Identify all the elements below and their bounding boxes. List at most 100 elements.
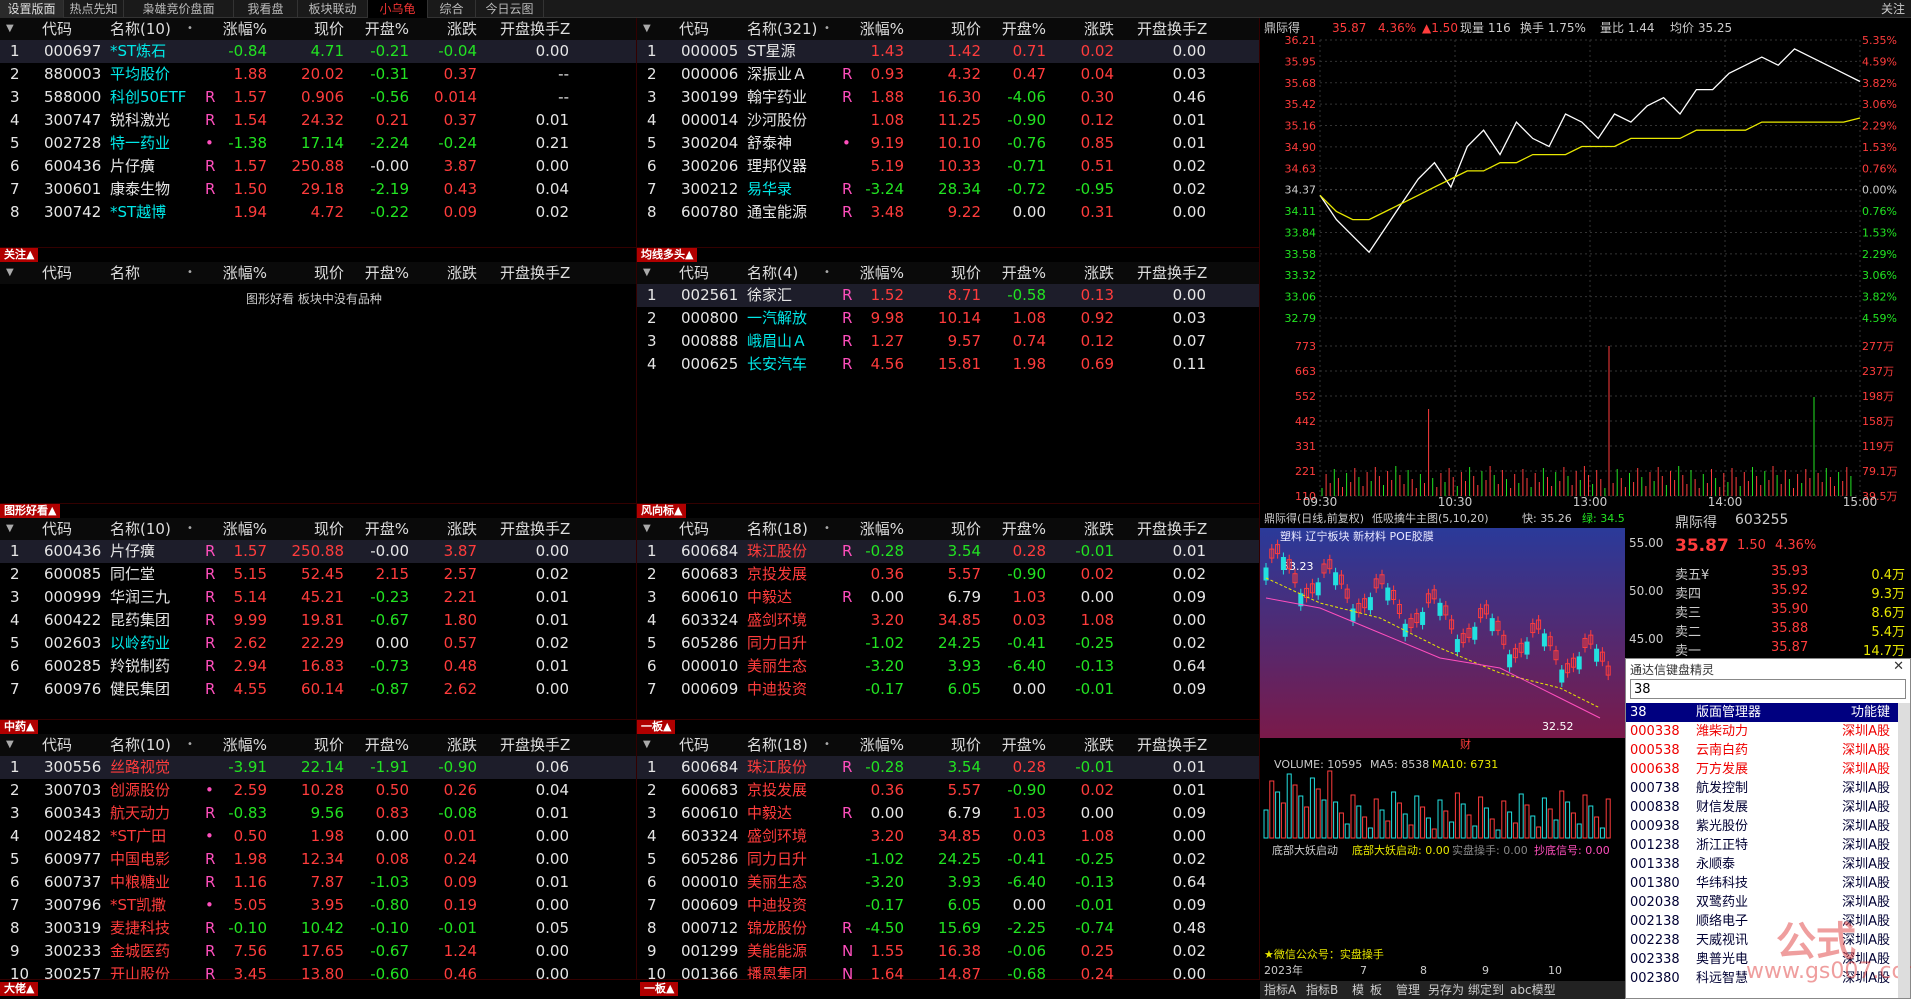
header-1[interactable]: 名称(321) xyxy=(747,20,818,38)
panel-tag[interactable]: 风向标▲ xyxy=(637,504,687,518)
header-0[interactable]: 代码 xyxy=(42,736,73,754)
table-row[interactable]: 6 000010 美丽生态 -3.20 3.93 -6.40 -0.13 0.64 xyxy=(637,655,1259,678)
header-2[interactable]: 涨幅% xyxy=(222,20,267,38)
table-row[interactable]: 3 000999 华润三九 R 5.14 45.21 -0.23 2.21 0.01 xyxy=(0,586,636,609)
wizard-item[interactable]: 002038 双鹭药业 深圳A股 xyxy=(1626,893,1910,912)
table-row[interactable]: 6 600737 中粮糖业 R 1.16 7.87 -1.03 0.09 0.01 xyxy=(0,871,636,894)
table-row[interactable]: 4 603324 盛剑环境 3.20 34.85 0.03 1.08 0.00 xyxy=(637,825,1259,848)
table-row[interactable]: 6 000010 美丽生态 -3.20 3.93 -6.40 -0.13 0.64 xyxy=(637,871,1259,894)
stock-list-panel-p1[interactable]: ▼ 代码 名称(10) 涨幅% 现价 开盘% 涨跌 开盘换手Z • 1 000697 *ST炼石 -0.… xyxy=(0,18,637,248)
table-row[interactable]: 3 000888 峨眉山Ａ R 1.27 9.57 0.74 0.12 0.07 xyxy=(637,330,1259,353)
header-6[interactable]: 开盘换手Z xyxy=(500,520,571,538)
sort-icon[interactable]: ▼ xyxy=(643,23,651,34)
table-row[interactable]: 7 300796 *ST凯撒 • 5.05 3.95 -0.80 0.19 0.00 xyxy=(0,894,636,917)
header-5[interactable]: 涨跌 xyxy=(1083,20,1114,38)
stock-list-panel-p6[interactable]: 风向标▲ ▼ 代码 名称(18) 涨幅% 现价 开盘% 涨跌 开盘换手Z • 1 600684 珠江股份… xyxy=(637,504,1260,720)
stock-list-panel-p2[interactable]: ▼ 代码 名称(321) 涨幅% 现价 开盘% 涨跌 开盘换手Z • 1 000005 ST星源 1.4… xyxy=(637,18,1260,248)
header-5[interactable]: 涨跌 xyxy=(1083,264,1114,282)
column-header[interactable]: ▼ 代码 名称 涨幅% 现价 开盘% 涨跌 开盘换手Z • xyxy=(0,262,636,284)
table-row[interactable]: 8 300319 麦捷科技 R -0.10 10.42 -0.10 -0.01 0.05 xyxy=(0,917,636,940)
header-0[interactable]: 代码 xyxy=(679,20,710,38)
table-row[interactable]: 3 588000 科创50ETF R 1.57 0.906 -0.56 0.014 -- xyxy=(0,86,636,109)
table-row[interactable]: 2 600085 同仁堂 R 5.15 52.45 2.15 2.57 0.02 xyxy=(0,563,636,586)
header-6[interactable]: 开盘换手Z xyxy=(1137,520,1208,538)
tab-5[interactable]: 小乌龟 xyxy=(368,0,428,18)
header-6[interactable]: 开盘换手Z xyxy=(1137,20,1208,38)
table-row[interactable]: 5 605286 同力日升 -1.02 24.25 -0.41 -0.25 0.02 xyxy=(637,632,1259,655)
header-3[interactable]: 现价 xyxy=(950,264,981,282)
header-0[interactable]: 代码 xyxy=(42,20,73,38)
bottom-btn-2[interactable]: 模 xyxy=(1352,983,1365,997)
tab-3[interactable]: 我看盘 xyxy=(234,0,298,18)
bottom-btn-7[interactable]: abc模型 xyxy=(1510,983,1556,997)
header-2[interactable]: 涨幅% xyxy=(222,264,267,282)
tab-7[interactable]: 今日云图 xyxy=(476,0,544,18)
sort-icon[interactable]: ▼ xyxy=(6,523,14,534)
table-row[interactable]: 6 600285 羚锐制药 R 2.94 16.83 -0.73 0.48 0.01 xyxy=(0,655,636,678)
table-row[interactable]: 5 002603 以岭药业 R 2.62 22.29 0.00 0.57 0.02 xyxy=(0,632,636,655)
bottom-btn-0[interactable]: 指标A xyxy=(1264,983,1297,997)
header-0[interactable]: 代码 xyxy=(42,264,73,282)
header-1[interactable]: 名称(10) xyxy=(110,736,171,754)
header-3[interactable]: 现价 xyxy=(313,264,344,282)
header-5[interactable]: 涨跌 xyxy=(446,520,477,538)
table-row[interactable]: 4 000625 长安汽车 R 4.56 15.81 1.98 0.69 0.11 xyxy=(637,353,1259,376)
table-row[interactable]: 10 001366 播恩集团 N 1.64 14.87 -0.68 0.24 0.00 xyxy=(637,963,1259,979)
sort-icon[interactable]: ▼ xyxy=(643,523,651,534)
table-row[interactable]: 5 300204 舒泰神 • 9.19 10.10 -0.76 0.85 0.01 xyxy=(637,132,1259,155)
header-2[interactable]: 涨幅% xyxy=(859,264,904,282)
header-1[interactable]: 名称(10) xyxy=(110,20,171,38)
intraday-chart[interactable]: 36.21 5.35% 35.95 4.59% 35.68 3.82% 35.42 3.06%… xyxy=(1260,18,1911,508)
column-header[interactable]: ▼ 代码 名称(10) 涨幅% 现价 开盘% 涨跌 开盘换手Z • xyxy=(0,518,636,540)
panel-tag[interactable]: 图形好看▲ xyxy=(0,504,61,518)
table-row[interactable]: 1 000005 ST星源 1.43 1.42 0.71 0.02 0.00 xyxy=(637,40,1259,63)
table-row[interactable]: 4 002482 *ST广田 • 0.50 1.98 0.00 0.01 0.00 xyxy=(0,825,636,848)
header-3[interactable]: 现价 xyxy=(313,736,344,754)
table-row[interactable]: 7 000609 中迪投资 -0.17 6.05 0.00 -0.01 0.09 xyxy=(637,894,1259,917)
sort-icon[interactable]: ▼ xyxy=(6,23,14,34)
table-row[interactable]: 1 300556 丝路视觉 -3.91 22.14 -1.91 -0.90 0.06 xyxy=(0,756,636,779)
header-1[interactable]: 名称(18) xyxy=(747,520,808,538)
table-row[interactable]: 8 300742 *ST越博 1.94 4.72 -0.22 0.09 0.02 xyxy=(0,201,636,224)
scrollbar[interactable] xyxy=(1898,703,1910,998)
wizard-item[interactable]: 001238 浙江正特 深圳A股 xyxy=(1626,836,1910,855)
table-row[interactable]: 1 600684 珠江股份 R -0.28 3.54 0.28 -0.01 0.01 xyxy=(637,540,1259,563)
panel-tag[interactable]: 中药▲ xyxy=(0,720,39,734)
sort-icon[interactable]: ▼ xyxy=(643,739,651,750)
table-row[interactable]: 8 600780 通宝能源 R 3.48 9.22 0.00 0.31 0.00 xyxy=(637,201,1259,224)
table-row[interactable]: 1 002561 徐家汇 R 1.52 8.71 -0.58 0.13 0.00 xyxy=(637,284,1259,307)
header-4[interactable]: 开盘% xyxy=(1001,20,1046,38)
table-row[interactable]: 5 002728 特一药业 • -1.38 17.14 -2.24 -0.24 0.21 xyxy=(0,132,636,155)
table-row[interactable]: 7 000609 中迪投资 -0.17 6.05 0.00 -0.01 0.09 xyxy=(637,678,1259,701)
bottom-btn-5[interactable]: 另存为 xyxy=(1428,983,1465,997)
table-row[interactable]: 7 300212 易华录 R -3.24 28.34 -0.72 -0.95 0.02 xyxy=(637,178,1259,201)
bottom-tag-right[interactable]: 一板▲ xyxy=(640,982,679,996)
bottom-tag-left[interactable]: 大佬▲ xyxy=(0,982,39,996)
header-3[interactable]: 现价 xyxy=(950,520,981,538)
header-6[interactable]: 开盘换手Z xyxy=(1137,264,1208,282)
wizard-input[interactable] xyxy=(1630,679,1906,699)
stock-list-panel-p7[interactable]: 中药▲ ▼ 代码 名称(10) 涨幅% 现价 开盘% 涨跌 开盘换手Z • 1 300556 丝路视觉 -… xyxy=(0,720,637,980)
bottom-btn-1[interactable]: 指标B xyxy=(1306,983,1339,997)
header-4[interactable]: 开盘% xyxy=(364,20,409,38)
kline-chart[interactable]: 鼎际得(日线,前复权) 低吸擒牛主图(5,10,20) 快: 35.26 绿: 34.… xyxy=(1260,508,1625,999)
header-6[interactable]: 开盘换手Z xyxy=(1137,736,1208,754)
table-row[interactable]: 2 300703 创源股份 • 2.59 10.28 0.50 0.26 0.04 xyxy=(0,779,636,802)
header-0[interactable]: 代码 xyxy=(679,520,710,538)
header-5[interactable]: 涨跌 xyxy=(1083,520,1114,538)
header-1[interactable]: 名称(4) xyxy=(747,264,799,282)
table-row[interactable]: 4 000014 沙河股份 1.08 11.25 -0.90 0.12 0.01 xyxy=(637,109,1259,132)
table-row[interactable]: 1 000697 *ST炼石 -0.84 4.71 -0.21 -0.04 0.00 xyxy=(0,40,636,63)
header-4[interactable]: 开盘% xyxy=(364,520,409,538)
bottom-btn-3[interactable]: 板 xyxy=(1370,983,1383,997)
header-3[interactable]: 现价 xyxy=(950,20,981,38)
header-6[interactable]: 开盘换手Z xyxy=(500,264,571,282)
header-2[interactable]: 涨幅% xyxy=(859,736,904,754)
wizard-item[interactable]: 000338 潍柴动力 深圳A股 xyxy=(1626,722,1910,741)
table-row[interactable]: 5 600977 中国电影 R 1.98 12.34 0.08 0.24 0.00 xyxy=(0,848,636,871)
wizard-item[interactable]: 002138 顺络电子 深圳A股 xyxy=(1626,912,1910,931)
table-row[interactable]: 7 300601 康泰生物 R 1.50 29.18 -2.19 0.43 0.04 xyxy=(0,178,636,201)
table-row[interactable]: 2 000006 深振业Ａ R 0.93 4.32 0.47 0.04 0.03 xyxy=(637,63,1259,86)
table-row[interactable]: 9 300233 金城医药 R 7.56 17.65 -0.67 1.24 0.00 xyxy=(0,940,636,963)
bottom-btn-6[interactable]: 绑定到 xyxy=(1468,983,1505,997)
